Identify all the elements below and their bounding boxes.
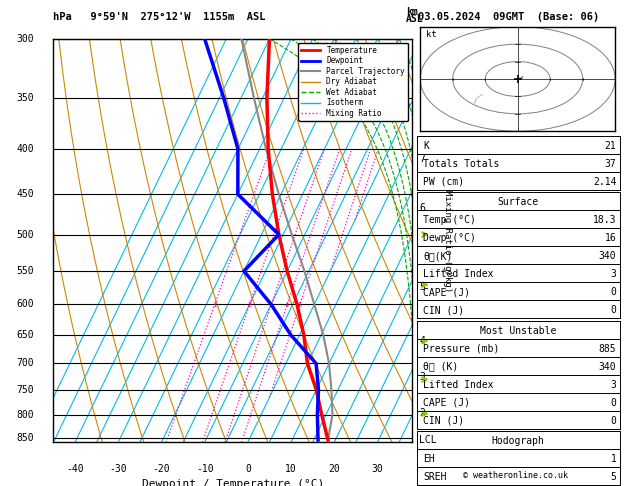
Text: 650: 650	[16, 330, 34, 340]
Text: 7: 7	[419, 154, 425, 163]
Text: © weatheronline.co.uk: © weatheronline.co.uk	[464, 471, 568, 480]
Text: Pressure (mb): Pressure (mb)	[423, 344, 499, 354]
Text: K: K	[423, 141, 429, 151]
Text: 3: 3	[419, 372, 425, 382]
Text: Lifted Index: Lifted Index	[423, 380, 494, 390]
Text: 10: 10	[285, 465, 297, 474]
Text: EH: EH	[423, 454, 435, 464]
Text: Hodograph: Hodograph	[492, 436, 545, 446]
Text: km: km	[406, 7, 418, 17]
Text: θᴇ (K): θᴇ (K)	[423, 362, 459, 372]
Text: hPa   9°59'N  275°12'W  1155m  ASL: hPa 9°59'N 275°12'W 1155m ASL	[53, 12, 266, 22]
Text: 0: 0	[611, 398, 616, 408]
Text: 3: 3	[611, 380, 616, 390]
Text: 550: 550	[16, 266, 34, 276]
Text: LCL: LCL	[419, 435, 437, 445]
Text: 1: 1	[213, 302, 216, 308]
Text: 8: 8	[419, 98, 425, 108]
Text: 850: 850	[16, 433, 34, 443]
Text: -20: -20	[153, 465, 170, 474]
Text: 2.14: 2.14	[593, 177, 616, 187]
Text: CAPE (J): CAPE (J)	[423, 287, 470, 297]
Text: 30: 30	[372, 465, 383, 474]
Text: 20: 20	[328, 465, 340, 474]
Text: 700: 700	[16, 358, 34, 368]
Text: 750: 750	[16, 385, 34, 395]
Text: 3: 3	[611, 269, 616, 279]
Text: 340: 340	[599, 362, 616, 372]
Text: PW (cm): PW (cm)	[423, 177, 464, 187]
Text: 21: 21	[604, 141, 616, 151]
Text: 18.3: 18.3	[593, 215, 616, 226]
Text: 3: 3	[269, 302, 273, 308]
Text: θᴇ(K): θᴇ(K)	[423, 251, 453, 261]
Text: 500: 500	[16, 229, 34, 240]
Text: 400: 400	[16, 144, 34, 154]
Text: 4: 4	[285, 302, 289, 308]
Text: CIN (J): CIN (J)	[423, 416, 464, 426]
Text: 600: 600	[16, 299, 34, 310]
Text: 350: 350	[16, 93, 34, 103]
Text: Temp (°C): Temp (°C)	[423, 215, 476, 226]
Text: 1: 1	[611, 454, 616, 464]
Text: 2: 2	[419, 408, 425, 418]
Text: -30: -30	[109, 465, 127, 474]
Text: 16: 16	[604, 233, 616, 243]
Text: -40: -40	[66, 465, 84, 474]
Text: 0: 0	[611, 305, 616, 315]
Text: 5: 5	[298, 302, 302, 308]
Text: Dewp (°C): Dewp (°C)	[423, 233, 476, 243]
Text: 2: 2	[247, 302, 252, 308]
Text: 885: 885	[599, 344, 616, 354]
Text: 800: 800	[16, 410, 34, 419]
Text: kt: kt	[426, 30, 437, 39]
Text: 5: 5	[611, 472, 616, 482]
Text: 340: 340	[599, 251, 616, 261]
Text: 450: 450	[16, 189, 34, 199]
Text: Lifted Index: Lifted Index	[423, 269, 494, 279]
Text: 0: 0	[245, 465, 251, 474]
Text: Most Unstable: Most Unstable	[480, 326, 557, 336]
Text: Mixing Ratio (g/kg): Mixing Ratio (g/kg)	[443, 190, 452, 292]
Text: 0: 0	[611, 287, 616, 297]
Text: Surface: Surface	[498, 197, 539, 208]
Text: Totals Totals: Totals Totals	[423, 159, 499, 169]
Legend: Temperature, Dewpoint, Parcel Trajectory, Dry Adiabat, Wet Adiabat, Isotherm, Mi: Temperature, Dewpoint, Parcel Trajectory…	[298, 43, 408, 121]
Text: ASL: ASL	[406, 14, 423, 24]
Text: 03.05.2024  09GMT  (Base: 06): 03.05.2024 09GMT (Base: 06)	[418, 12, 599, 22]
Text: 4: 4	[419, 336, 425, 346]
Text: 37: 37	[604, 159, 616, 169]
Text: 0: 0	[611, 416, 616, 426]
Text: 300: 300	[16, 34, 34, 44]
Text: 5: 5	[419, 282, 425, 293]
Text: CAPE (J): CAPE (J)	[423, 398, 470, 408]
Text: Dewpoint / Temperature (°C): Dewpoint / Temperature (°C)	[142, 479, 324, 486]
Text: SREH: SREH	[423, 472, 447, 482]
Text: -10: -10	[196, 465, 213, 474]
Text: CIN (J): CIN (J)	[423, 305, 464, 315]
Text: 6: 6	[419, 203, 425, 213]
